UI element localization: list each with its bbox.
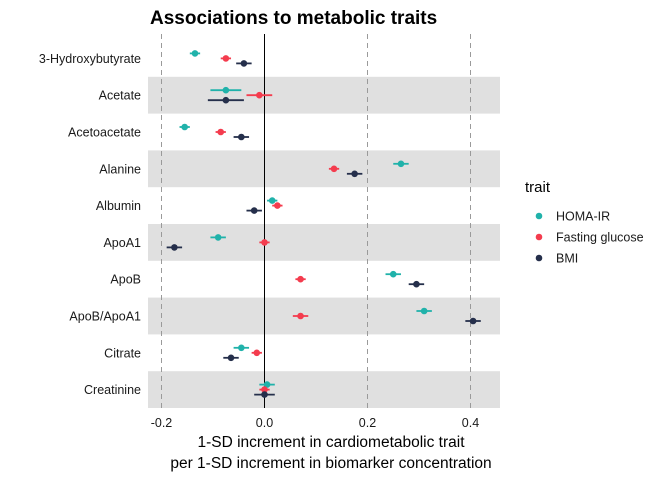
- x-tick-label: 0.0: [256, 416, 273, 430]
- y-tick-label: Acetate: [99, 89, 141, 103]
- data-point: [268, 197, 276, 204]
- y-tick-label: ApoA1: [103, 236, 141, 250]
- row-stripe: [148, 76, 500, 114]
- x-tick-label: -0.2: [151, 416, 173, 430]
- data-point: [263, 381, 271, 388]
- data-point: [191, 50, 199, 57]
- data-point: [469, 317, 477, 325]
- y-tick-label: Acetoacetate: [68, 126, 141, 140]
- data-point: [222, 86, 230, 94]
- y-tick-label: Albumin: [96, 199, 141, 213]
- data-point: [222, 96, 230, 104]
- data-point: [297, 275, 304, 283]
- legend-swatch: [535, 254, 543, 262]
- y-tick-label: Creatinine: [84, 383, 141, 397]
- data-point: [330, 165, 338, 173]
- row-stripe: [148, 371, 500, 408]
- data-point: [238, 344, 245, 352]
- data-marks: [166, 50, 481, 398]
- row-stripe: [148, 150, 500, 188]
- x-axis-title-line2: per 1-SD increment in biomarker concentr…: [170, 455, 491, 472]
- data-point: [261, 391, 268, 398]
- data-point: [217, 128, 225, 136]
- data-point: [222, 55, 230, 62]
- data-point: [261, 239, 268, 246]
- row-stripes: [148, 76, 500, 408]
- y-axis-labels: 3-Hydroxybutyrate Acetate Acetoacetate Alan…: [39, 52, 141, 397]
- row-stripe: [148, 224, 500, 261]
- data-point: [214, 234, 222, 241]
- data-point: [253, 349, 261, 357]
- x-axis-ticks: -0.2 0.0 0.2 0.4: [151, 416, 480, 430]
- data-point: [397, 160, 405, 168]
- data-point: [227, 354, 235, 362]
- data-point: [274, 202, 281, 209]
- data-point: [240, 60, 248, 67]
- row-stripe: [148, 297, 500, 335]
- data-point: [389, 270, 397, 278]
- legend-swatch: [535, 212, 543, 220]
- data-point: [351, 170, 358, 178]
- x-axis-title-line1: 1-SD increment in cardiometabolic trait: [197, 434, 465, 451]
- y-tick-label: ApoB/ApoA1: [69, 310, 141, 324]
- y-tick-label: 3-Hydroxybutyrate: [39, 52, 141, 66]
- y-tick-label: Citrate: [104, 346, 141, 360]
- data-point: [413, 280, 420, 288]
- legend-swatch: [535, 233, 543, 241]
- data-point: [261, 386, 268, 393]
- data-point: [181, 123, 188, 131]
- chart-title: Associations to metabolic traits: [150, 8, 437, 29]
- data-point: [171, 244, 178, 251]
- legend-title: trait: [525, 179, 551, 196]
- legend-label: Fasting glucose: [556, 231, 644, 245]
- y-tick-label: Alanine: [99, 162, 141, 176]
- data-point: [420, 307, 428, 315]
- legend: trait HOMA-IR Fasting glucose BMI: [525, 179, 644, 266]
- data-point: [256, 91, 263, 99]
- data-point: [238, 133, 245, 141]
- data-point: [297, 312, 304, 320]
- x-tick-label: 0.4: [462, 416, 479, 430]
- x-tick-label: 0.2: [359, 416, 376, 430]
- legend-label: HOMA-IR: [556, 210, 610, 224]
- y-tick-label: ApoB: [110, 273, 141, 287]
- legend-label: BMI: [556, 252, 578, 266]
- data-point: [250, 207, 258, 214]
